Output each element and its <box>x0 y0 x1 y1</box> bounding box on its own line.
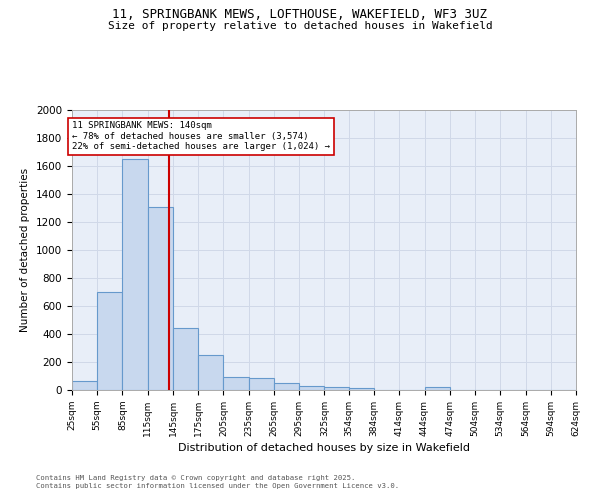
Bar <box>425 387 450 390</box>
Bar <box>299 386 325 390</box>
Bar <box>148 206 173 390</box>
Bar <box>274 383 299 390</box>
Text: 11, SPRINGBANK MEWS, LOFTHOUSE, WAKEFIELD, WF3 3UZ: 11, SPRINGBANK MEWS, LOFTHOUSE, WAKEFIEL… <box>113 8 487 20</box>
Bar <box>349 388 374 390</box>
X-axis label: Distribution of detached houses by size in Wakefield: Distribution of detached houses by size … <box>178 443 470 453</box>
Bar <box>223 378 248 390</box>
Bar <box>248 378 274 390</box>
Bar <box>173 328 198 390</box>
Bar <box>122 159 148 390</box>
Y-axis label: Number of detached properties: Number of detached properties <box>20 168 31 332</box>
Bar <box>72 381 97 390</box>
Text: Size of property relative to detached houses in Wakefield: Size of property relative to detached ho… <box>107 21 493 31</box>
Text: Contains public sector information licensed under the Open Government Licence v3: Contains public sector information licen… <box>36 483 399 489</box>
Bar <box>325 386 349 390</box>
Bar <box>198 355 223 390</box>
Text: Contains HM Land Registry data © Crown copyright and database right 2025.: Contains HM Land Registry data © Crown c… <box>36 475 355 481</box>
Bar <box>97 292 122 390</box>
Text: 11 SPRINGBANK MEWS: 140sqm
← 78% of detached houses are smaller (3,574)
22% of s: 11 SPRINGBANK MEWS: 140sqm ← 78% of deta… <box>72 121 330 151</box>
